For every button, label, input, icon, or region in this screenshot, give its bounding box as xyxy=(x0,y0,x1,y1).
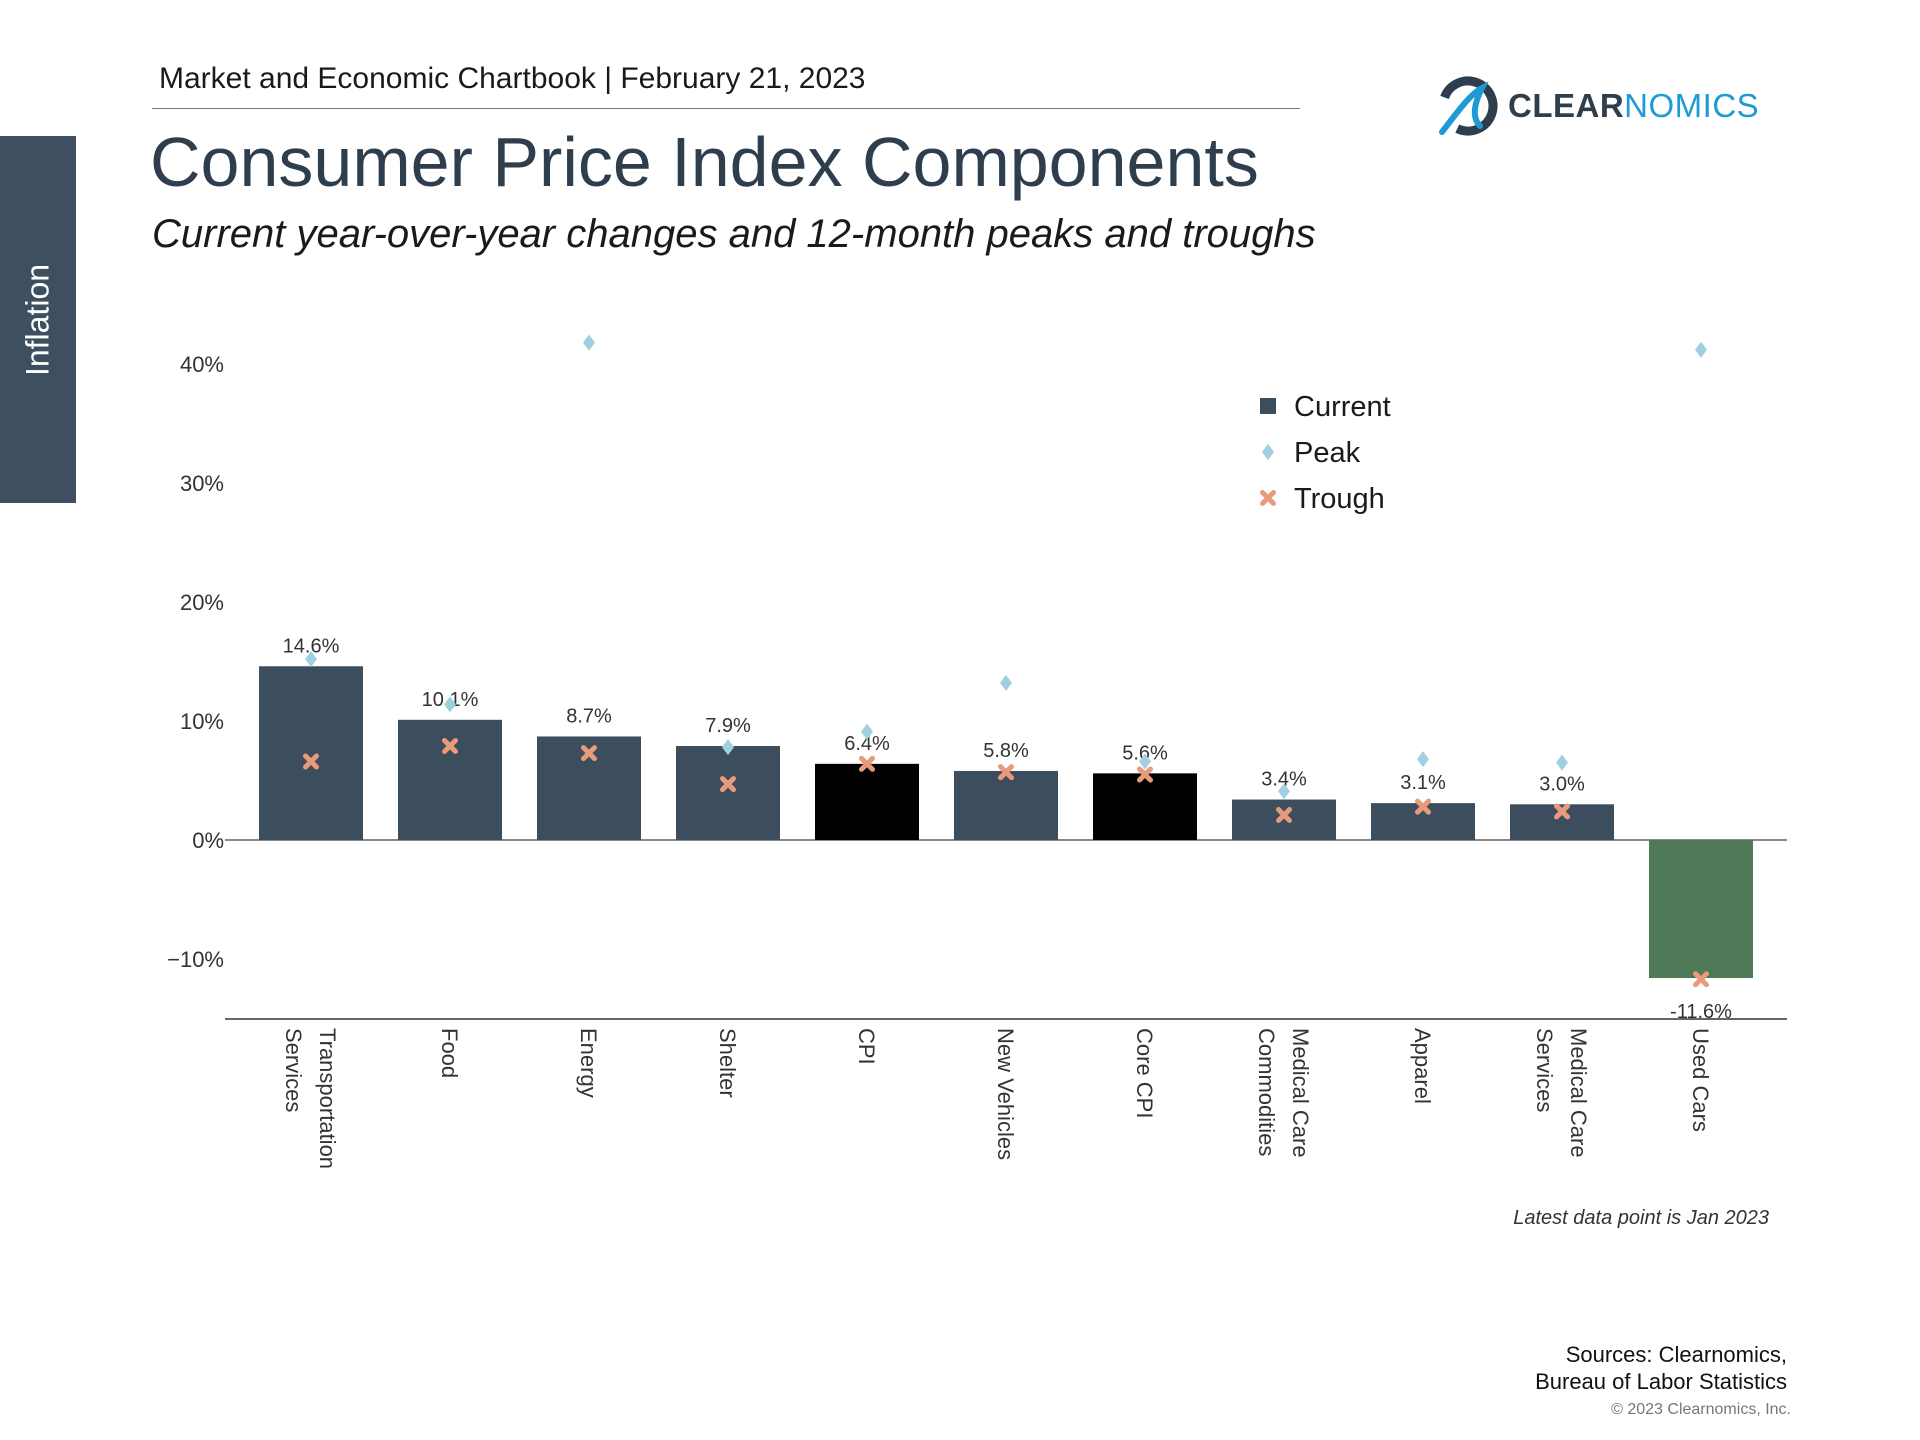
peak-marker xyxy=(1556,754,1568,771)
peak-marker xyxy=(1139,753,1151,770)
category-label-line: Used Cars xyxy=(1688,1028,1713,1132)
peak-marker xyxy=(722,739,734,756)
bar-current xyxy=(815,763,919,840)
legend-peak-marker xyxy=(1262,444,1274,460)
bar-current xyxy=(1093,773,1197,840)
category-label-line: Shelter xyxy=(715,1028,740,1098)
y-tick-label: 20% xyxy=(180,590,224,615)
chartbook-header: Market and Economic Chartbook | February… xyxy=(159,62,866,95)
data-label: 3.1% xyxy=(1400,772,1446,794)
trough-marker xyxy=(720,776,736,793)
category-label: Medical Care Commodities xyxy=(1254,1028,1313,1158)
trough-marker xyxy=(1137,766,1153,783)
trough-marker xyxy=(581,745,597,762)
page-subtitle: Current year-over-year changes and 12-mo… xyxy=(152,212,1316,256)
clearnomics-logo: CLEARNOMICS xyxy=(1436,74,1759,138)
legend-label: Current xyxy=(1294,391,1391,423)
peak-marker xyxy=(305,651,317,668)
category-label: CPI xyxy=(854,1028,879,1065)
category-label: Shelter xyxy=(715,1028,740,1098)
trough-marker xyxy=(1415,798,1431,815)
data-label: 7.9% xyxy=(705,715,751,737)
category-label-line: Energy xyxy=(576,1028,601,1098)
header-divider xyxy=(152,108,1300,109)
data-label: 5.8% xyxy=(983,740,1029,762)
data-label: 14.6% xyxy=(283,635,340,657)
sources-line-1: Sources: Clearnomics, xyxy=(1565,1342,1787,1367)
data-label: 6.4% xyxy=(844,733,890,755)
bar-current xyxy=(676,745,780,840)
logo-text-nomics: NOMICS xyxy=(1624,87,1760,124)
data-label: 3.0% xyxy=(1539,773,1585,795)
category-label-line: Medical Care xyxy=(1566,1028,1591,1158)
y-tick-label: 0% xyxy=(192,828,224,853)
trough-marker xyxy=(859,755,875,772)
legend-label: Trough xyxy=(1294,483,1385,515)
footnote: Latest data point is Jan 2023 xyxy=(1513,1207,1769,1229)
category-label-line: Services xyxy=(1532,1028,1557,1112)
category-label-line: Transportation xyxy=(315,1028,340,1169)
category-label-line: Medical Care xyxy=(1288,1028,1313,1158)
category-label: Core CPI xyxy=(1132,1028,1157,1118)
legend-current-swatch xyxy=(1260,398,1276,414)
peak-marker xyxy=(1417,751,1429,768)
trough-marker xyxy=(1693,971,1709,988)
sources-line-2: Bureau of Labor Statistics xyxy=(1535,1369,1787,1394)
category-label-line: Core CPI xyxy=(1132,1028,1157,1118)
y-tick-label: −10% xyxy=(167,947,224,972)
bar-current xyxy=(1649,840,1753,979)
bar-current xyxy=(1232,799,1336,840)
sources: Sources: Clearnomics, Bureau of Labor St… xyxy=(1535,1341,1787,1395)
data-label: 5.6% xyxy=(1122,742,1168,764)
legend-label: Peak xyxy=(1294,437,1361,469)
logo-mark-icon xyxy=(1438,76,1498,136)
category-label: Transportation Services xyxy=(281,1028,340,1169)
page-title: Consumer Price Index Components xyxy=(150,123,1259,201)
data-label: -11.6% xyxy=(1670,1001,1732,1023)
category-label-line: Services xyxy=(281,1028,306,1112)
trough-marker xyxy=(998,764,1014,781)
peak-marker xyxy=(583,334,595,351)
section-tab: Inflation xyxy=(0,136,76,503)
y-tick-label: 40% xyxy=(180,352,224,377)
category-label: Apparel xyxy=(1410,1028,1435,1104)
category-label: Medical Care Services xyxy=(1532,1028,1591,1158)
category-label-line: New Vehicles xyxy=(993,1028,1018,1160)
bar-current xyxy=(398,719,502,840)
category-label-line: Apparel xyxy=(1410,1028,1435,1104)
peak-marker xyxy=(1278,783,1290,800)
trough-marker xyxy=(442,737,458,754)
peak-marker xyxy=(444,696,456,713)
category-label-line: CPI xyxy=(854,1028,879,1065)
copyright: © 2023 Clearnomics, Inc. xyxy=(1611,1401,1791,1418)
category-label: New Vehicles xyxy=(993,1028,1018,1160)
trough-marker xyxy=(1554,803,1570,820)
peak-marker xyxy=(861,723,873,740)
trough-marker xyxy=(1276,807,1292,824)
bar-current xyxy=(954,770,1058,840)
legend-trough-marker xyxy=(1260,490,1276,506)
logo-text-clear: CLEAR xyxy=(1508,87,1625,124)
peak-marker xyxy=(1695,341,1707,358)
category-label: Food xyxy=(437,1028,462,1078)
data-label: 8.7% xyxy=(566,705,612,727)
trough-marker xyxy=(303,753,319,770)
y-tick-label: 30% xyxy=(180,471,224,496)
peak-marker xyxy=(1000,674,1012,691)
bar-current xyxy=(259,666,363,840)
data-label: 3.4% xyxy=(1261,769,1307,791)
category-label-line: Food xyxy=(437,1028,462,1078)
category-label-line: Commodities xyxy=(1254,1028,1279,1156)
category-label: Used Cars xyxy=(1688,1028,1713,1132)
y-tick-label: 10% xyxy=(180,709,224,734)
category-label: Energy xyxy=(576,1028,601,1098)
